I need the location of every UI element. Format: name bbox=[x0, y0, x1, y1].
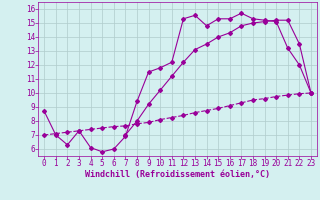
X-axis label: Windchill (Refroidissement éolien,°C): Windchill (Refroidissement éolien,°C) bbox=[85, 170, 270, 179]
